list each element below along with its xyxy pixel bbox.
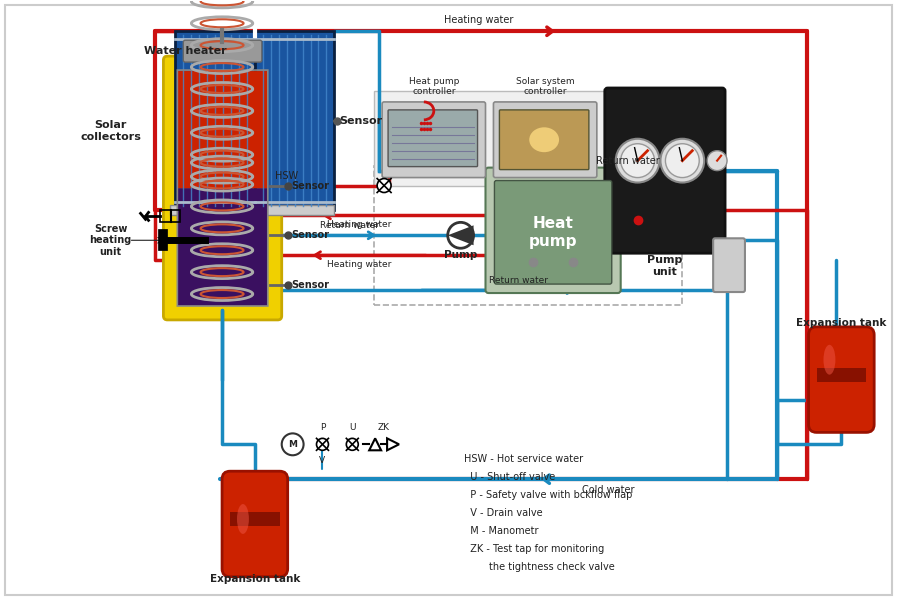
Ellipse shape	[824, 345, 835, 374]
FancyBboxPatch shape	[493, 102, 597, 178]
Text: Pump
unit: Pump unit	[647, 255, 682, 277]
FancyBboxPatch shape	[816, 368, 866, 382]
Text: V: V	[320, 456, 326, 465]
Text: Expansion tank: Expansion tank	[796, 318, 886, 328]
FancyBboxPatch shape	[176, 31, 255, 211]
FancyBboxPatch shape	[485, 167, 621, 293]
FancyBboxPatch shape	[713, 238, 745, 292]
FancyBboxPatch shape	[382, 102, 485, 178]
Text: V - Drain valve: V - Drain valve	[464, 508, 543, 518]
Text: ZK: ZK	[378, 424, 390, 433]
Text: HSW: HSW	[274, 170, 298, 181]
Text: Solar
collectors: Solar collectors	[80, 120, 141, 142]
Circle shape	[616, 139, 660, 182]
Text: Water heater: Water heater	[144, 46, 227, 56]
Text: Expansion tank: Expansion tank	[210, 574, 300, 584]
FancyBboxPatch shape	[222, 471, 288, 577]
Text: Sensor: Sensor	[292, 280, 329, 290]
Text: the tightness check valve: the tightness check valve	[464, 562, 615, 572]
FancyBboxPatch shape	[230, 512, 280, 526]
FancyBboxPatch shape	[808, 327, 874, 433]
Text: Return water: Return water	[596, 155, 660, 166]
FancyBboxPatch shape	[388, 110, 478, 167]
FancyBboxPatch shape	[184, 40, 262, 62]
Text: M - Manometr: M - Manometr	[464, 526, 538, 536]
Circle shape	[317, 439, 328, 451]
FancyBboxPatch shape	[177, 188, 268, 306]
Text: U: U	[349, 424, 356, 433]
Ellipse shape	[529, 127, 559, 152]
Circle shape	[621, 144, 654, 178]
Text: Heat
pump: Heat pump	[529, 216, 577, 248]
Text: Sensor: Sensor	[292, 230, 329, 241]
Text: Heat pump
controller: Heat pump controller	[409, 77, 459, 96]
Circle shape	[447, 223, 473, 248]
Text: Screw
heating
unit: Screw heating unit	[90, 224, 132, 257]
Circle shape	[661, 139, 704, 182]
Circle shape	[346, 439, 358, 451]
Text: ZK - Test tap for monitoring: ZK - Test tap for monitoring	[464, 544, 604, 554]
Text: Return water: Return water	[489, 276, 548, 285]
Polygon shape	[447, 226, 473, 245]
FancyBboxPatch shape	[170, 205, 335, 215]
Text: Heating water: Heating water	[444, 15, 513, 25]
FancyBboxPatch shape	[494, 181, 612, 284]
Circle shape	[707, 151, 727, 170]
Text: Heating water: Heating water	[327, 260, 392, 269]
Text: P - Safety valve with bckflow flap: P - Safety valve with bckflow flap	[464, 490, 632, 500]
Text: M: M	[288, 440, 297, 449]
Text: Return water: Return water	[320, 221, 379, 230]
Text: P: P	[320, 424, 325, 433]
Circle shape	[377, 179, 392, 193]
FancyBboxPatch shape	[374, 91, 682, 185]
FancyBboxPatch shape	[164, 56, 282, 320]
Text: HSW - Hot service water: HSW - Hot service water	[464, 454, 583, 464]
FancyBboxPatch shape	[605, 88, 725, 253]
Text: Pump: Pump	[444, 250, 477, 260]
Text: U - Shut-off valve: U - Shut-off valve	[464, 472, 555, 482]
FancyBboxPatch shape	[255, 31, 335, 211]
Text: Sensor: Sensor	[292, 181, 329, 191]
Text: Solar system
controller: Solar system controller	[516, 77, 574, 96]
Text: Sensor: Sensor	[339, 116, 382, 126]
Circle shape	[665, 144, 699, 178]
Text: Heating water: Heating water	[327, 220, 392, 229]
Circle shape	[282, 433, 303, 455]
Text: Cold water: Cold water	[581, 485, 634, 495]
FancyBboxPatch shape	[500, 110, 589, 170]
FancyBboxPatch shape	[177, 71, 268, 188]
Ellipse shape	[237, 504, 249, 534]
